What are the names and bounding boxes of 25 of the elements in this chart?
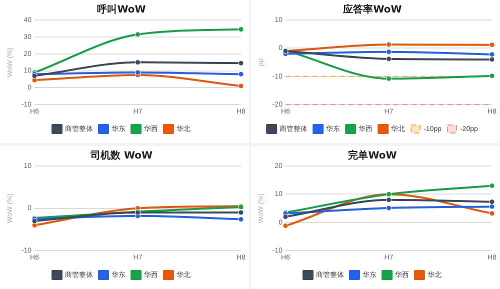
point xyxy=(238,71,244,77)
point xyxy=(282,222,288,228)
point xyxy=(238,60,244,66)
point xyxy=(489,210,495,216)
point xyxy=(238,26,244,32)
point xyxy=(386,42,392,48)
point xyxy=(238,83,244,89)
chart-title: 完单WoW xyxy=(348,149,397,162)
point xyxy=(238,216,244,222)
chart-title: 司机数 WoW xyxy=(89,149,153,162)
point xyxy=(386,56,392,62)
point xyxy=(386,49,392,55)
point xyxy=(489,56,495,62)
point xyxy=(282,214,288,220)
point xyxy=(489,73,495,79)
point xyxy=(135,60,141,66)
point xyxy=(386,196,392,202)
point xyxy=(135,70,141,76)
point xyxy=(489,42,495,48)
chart-title: 呼叫WoW xyxy=(97,4,146,16)
point xyxy=(135,32,141,38)
point xyxy=(386,76,392,82)
chart-title: 应答率WoW xyxy=(342,4,402,16)
point xyxy=(489,52,495,58)
point xyxy=(489,198,495,204)
